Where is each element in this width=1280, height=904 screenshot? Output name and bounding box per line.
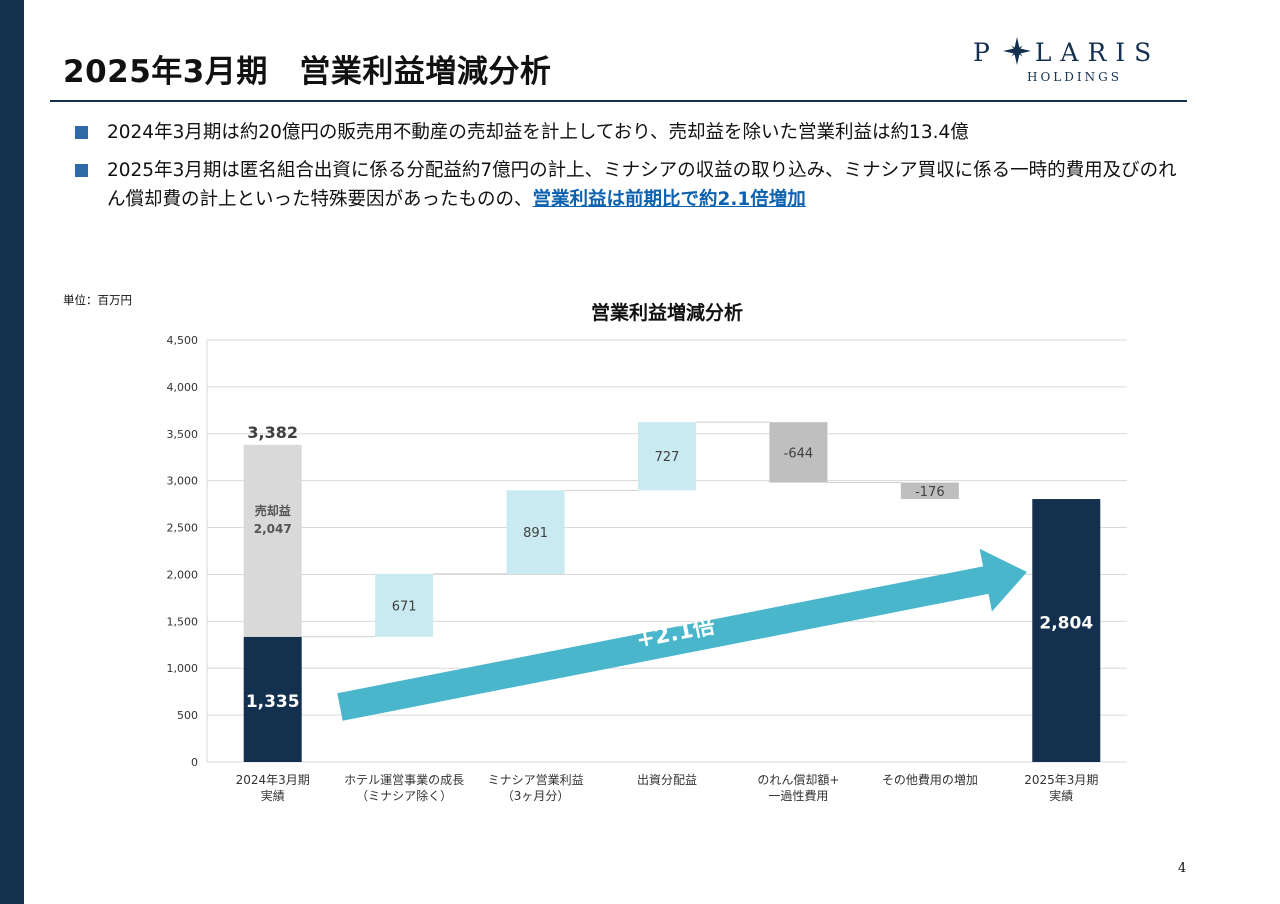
bar-stack-label: 売却益 bbox=[255, 503, 291, 518]
y-tick-label: 1,500 bbox=[167, 615, 199, 628]
x-tick-label: 実績 bbox=[261, 788, 285, 803]
y-tick-label: 0 bbox=[191, 756, 198, 769]
y-tick-label: 2,000 bbox=[167, 568, 199, 581]
x-tick-label: ホテル運営事業の成長 bbox=[344, 773, 464, 787]
y-tick-label: 4,500 bbox=[167, 334, 199, 347]
bar-value-label: 2,804 bbox=[1039, 614, 1093, 634]
page-number: 4 bbox=[1178, 861, 1186, 876]
x-tick-label: ミナシア営業利益 bbox=[488, 773, 584, 787]
y-tick-label: 1,000 bbox=[167, 662, 199, 675]
bar-value-label: -644 bbox=[784, 446, 814, 461]
bar-stack-value-label: 2,047 bbox=[254, 522, 292, 536]
x-tick-label: 実績 bbox=[1049, 788, 1073, 803]
bar-value-label: -176 bbox=[915, 485, 945, 500]
bar-gain-on-sale bbox=[244, 445, 302, 637]
x-tick-label: のれん償却額+ bbox=[757, 773, 839, 787]
bar-value-label: 727 bbox=[655, 450, 680, 465]
x-tick-label: （ミナシア除く） bbox=[356, 788, 452, 803]
bar-value-label: 1,335 bbox=[246, 692, 300, 712]
x-tick-label: その他費用の増加 bbox=[882, 772, 978, 787]
y-tick-label: 4,000 bbox=[167, 381, 199, 394]
y-tick-label: 500 bbox=[177, 709, 198, 722]
chart-title: 営業利益増減分析 bbox=[591, 301, 743, 324]
bar-total-label: 3,382 bbox=[247, 423, 298, 442]
y-tick-label: 3,000 bbox=[167, 475, 199, 488]
y-tick-label: 3,500 bbox=[167, 428, 199, 441]
x-tick-label: 出資分配益 bbox=[637, 773, 697, 787]
y-tick-label: 2,500 bbox=[167, 522, 199, 535]
waterfall-chart: 営業利益増減分析 0 500 1,000 1,500 2,000 2,500 3,000 3,5… bbox=[0, 0, 1280, 904]
x-tick-label: 2024年3月期 bbox=[236, 773, 310, 787]
x-tick-label: 一過性費用 bbox=[768, 788, 828, 803]
x-tick-label: 2025年3月期 bbox=[1024, 773, 1098, 787]
x-tick-label: （3ヶ月分） bbox=[502, 789, 570, 803]
bar-value-label: 671 bbox=[392, 599, 417, 614]
bar-value-label: 891 bbox=[523, 526, 548, 541]
